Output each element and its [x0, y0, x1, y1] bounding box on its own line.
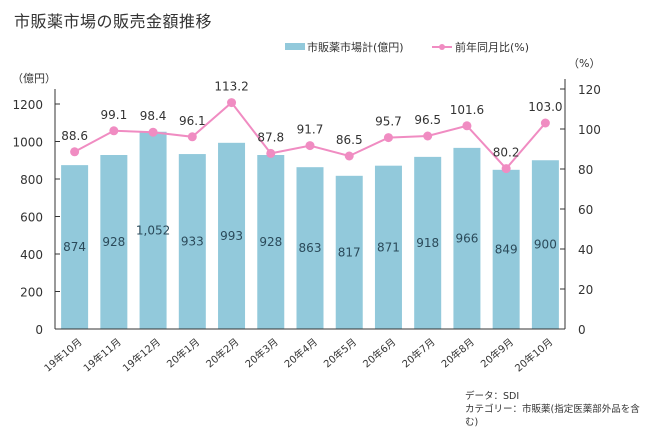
bar-value-label: 863 — [299, 241, 322, 255]
bar-value-label: 993 — [220, 229, 243, 243]
yoy-value-label: 96.5 — [414, 113, 441, 127]
right-axis-tick-label: 20 — [578, 283, 593, 297]
yoy-value-label: 113.2 — [214, 80, 248, 94]
bar — [335, 175, 363, 329]
bar — [178, 154, 206, 329]
yoy-point — [187, 132, 197, 142]
bar-value-label: 1,052 — [136, 223, 170, 237]
left-axis-tick-label: 1000 — [12, 136, 43, 150]
category-note: カテゴリー：市販薬(指定医薬部外品を含む) — [465, 404, 640, 428]
bar — [139, 131, 167, 329]
bar-value-label: 817 — [338, 245, 361, 259]
bar — [374, 165, 402, 329]
category-label: 20年9月 — [478, 335, 516, 370]
bar-value-label: 871 — [377, 240, 400, 254]
left-axis-tick-label: 200 — [20, 286, 43, 300]
bar — [218, 142, 246, 329]
legend-line-label: 前年同月比(%) — [455, 40, 529, 54]
right-axis-tick-label: 100 — [578, 123, 601, 137]
legend: 市販薬市場計(億円) 前年同月比(%) — [285, 40, 529, 54]
yoy-point — [148, 127, 158, 137]
left-axis-tick-label: 600 — [20, 211, 43, 225]
yoy-point — [109, 126, 119, 136]
legend-line-marker — [439, 44, 445, 50]
legend-bar-label: 市販薬市場計(億円) — [307, 40, 404, 54]
category-label: 19年12月 — [120, 335, 163, 374]
yoy-value-label: 87.8 — [257, 130, 284, 144]
yoy-value-label: 80.2 — [493, 146, 520, 160]
yoy-point — [227, 98, 237, 108]
yoy-point — [540, 118, 550, 128]
yoy-point — [501, 164, 511, 174]
yoy-value-label: 86.5 — [336, 133, 363, 147]
bar-value-label: 849 — [495, 242, 518, 256]
bar-value-label: 918 — [416, 236, 439, 250]
category-label: 20年1月 — [164, 335, 202, 370]
right-axis-tick-label: 40 — [578, 243, 593, 257]
yoy-value-label: 96.1 — [179, 114, 206, 128]
category-label: 20年5月 — [321, 335, 359, 370]
bar — [296, 167, 324, 329]
category-label: 20年8月 — [439, 335, 477, 370]
bar-value-label: 928 — [259, 235, 282, 249]
bar-value-label: 933 — [181, 235, 204, 249]
category-label: 20年3月 — [242, 335, 280, 370]
yoy-value-label: 88.6 — [61, 129, 88, 143]
right-axis-tick-label: 80 — [578, 163, 593, 177]
chart-notes: データ：SDI カテゴリー：市販薬(指定医薬部外品を含む) — [465, 390, 650, 429]
right-axis-unit: （%） — [568, 57, 600, 70]
bar-value-label: 928 — [102, 235, 125, 249]
left-axis-tick-label: 0 — [35, 323, 43, 337]
bar-value-label: 874 — [63, 240, 86, 254]
yoy-value-label: 98.4 — [140, 109, 167, 123]
right-axis-tick-label: 120 — [578, 83, 601, 97]
category-label: 20年2月 — [203, 335, 241, 370]
right-axis-tick-label: 0 — [578, 323, 586, 337]
bar — [531, 160, 559, 329]
yoy-point — [305, 141, 315, 151]
bar-value-label: 966 — [455, 231, 478, 245]
yoy-point — [383, 133, 393, 143]
yoy-value-label: 95.7 — [375, 115, 402, 129]
bar — [100, 155, 128, 329]
yoy-point — [423, 131, 433, 141]
category-label: 20年4月 — [282, 335, 320, 370]
legend-bar-swatch — [285, 43, 305, 50]
source-note: データ：SDI — [465, 391, 520, 402]
left-axis-unit: （億円） — [12, 72, 56, 85]
bar — [492, 169, 520, 329]
left-axis-tick-label: 400 — [20, 248, 43, 262]
yoy-point — [70, 147, 80, 157]
bar — [61, 165, 89, 329]
bar — [414, 156, 442, 329]
category-label: 20年7月 — [399, 335, 437, 370]
yoy-value-label: 91.7 — [297, 123, 324, 137]
category-label: 19年10月 — [41, 335, 84, 374]
yoy-point — [266, 148, 276, 158]
category-label: 20年10月 — [512, 335, 555, 374]
yoy-value-label: 103.0 — [528, 100, 562, 114]
yoy-point — [462, 121, 472, 131]
category-label: 19年11月 — [81, 335, 124, 374]
yoy-value-label: 99.1 — [100, 108, 127, 122]
left-axis-tick-label: 800 — [20, 173, 43, 187]
bar — [453, 147, 481, 329]
bar-value-label: 900 — [534, 238, 557, 252]
chart-title: 市販薬市場の販売金額推移 — [14, 12, 213, 31]
left-axis-tick-label: 1200 — [12, 98, 43, 112]
bar — [257, 155, 285, 329]
right-axis-tick-label: 60 — [578, 203, 593, 217]
yoy-value-label: 101.6 — [450, 103, 484, 117]
yoy-point — [344, 151, 354, 161]
category-label: 20年6月 — [360, 335, 398, 370]
